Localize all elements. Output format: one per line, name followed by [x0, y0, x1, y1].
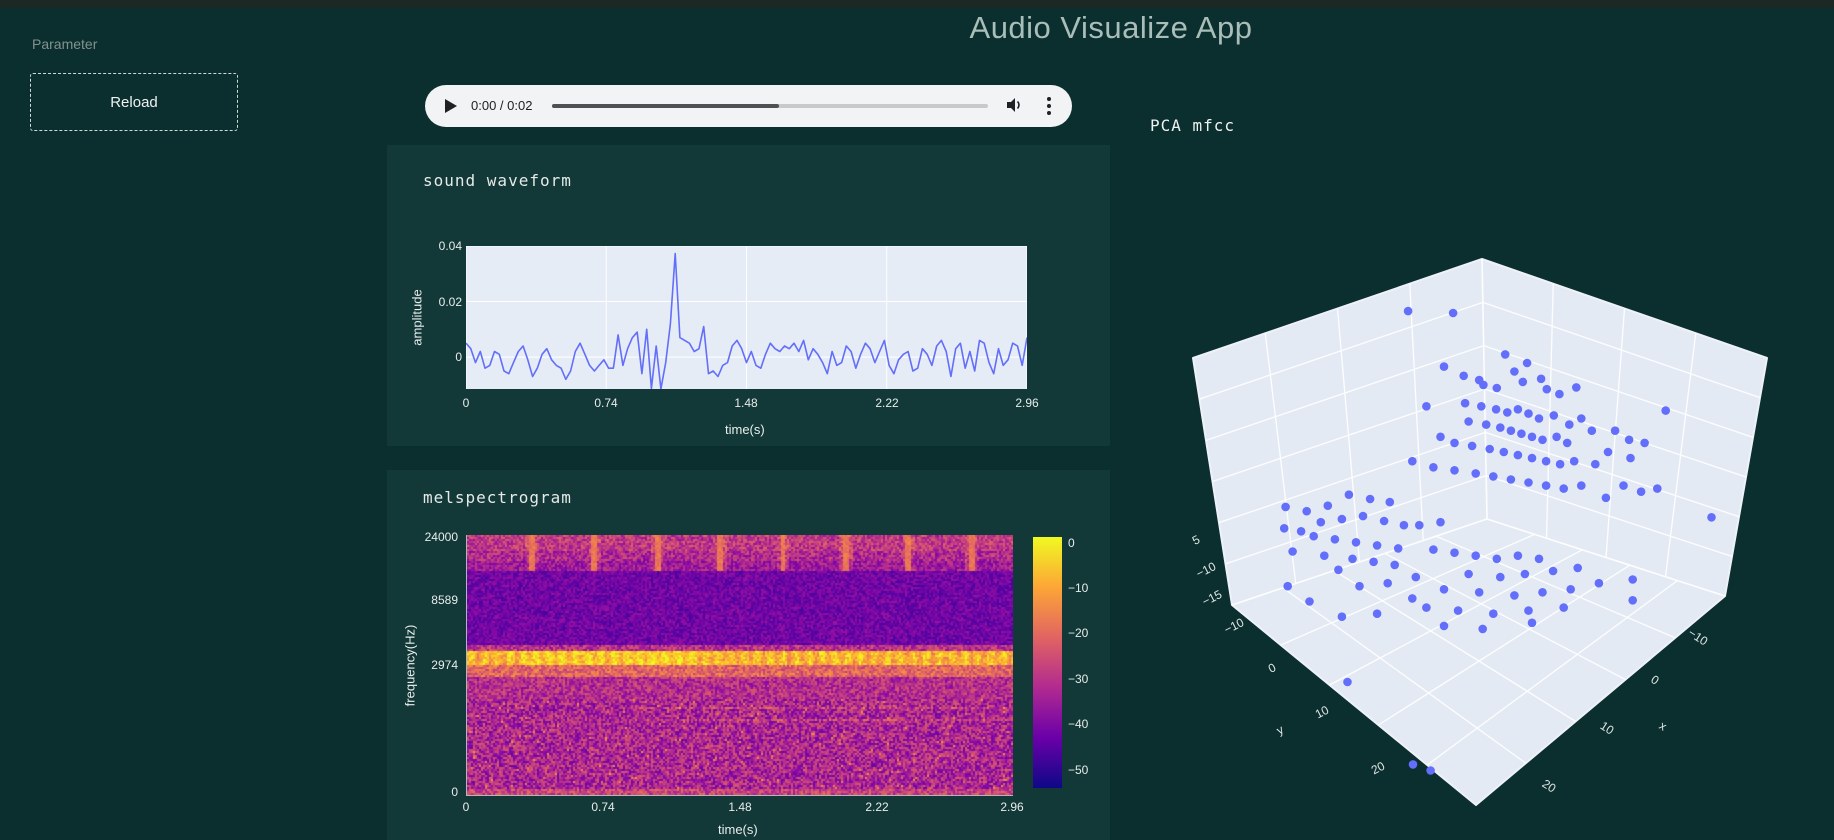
waveform-xtick: 1.48	[734, 396, 758, 410]
page-title: Audio Visualize App	[969, 10, 1253, 45]
mel-ytick: 24000	[424, 530, 458, 544]
waveform-chart	[465, 245, 1028, 390]
waveform-xtick: 2.96	[1015, 396, 1039, 410]
mel-colorbar-tick: −50	[1068, 763, 1089, 777]
waveform-title: sound waveform	[423, 171, 572, 190]
mel-colorbar-tick: −40	[1068, 717, 1089, 731]
mel-xtick: 2.96	[1000, 800, 1024, 814]
mel-xtick: 1.48	[728, 800, 752, 814]
melspectrogram-card: melspectrogram frequency(Hz) 24000 8589 …	[387, 470, 1110, 840]
mel-xtick: 2.22	[865, 800, 889, 814]
mel-colorbar-tick: −30	[1068, 672, 1089, 686]
waveform-plot[interactable]	[465, 245, 1028, 390]
top-strip	[0, 0, 1834, 8]
waveform-xtick: 0.74	[594, 396, 618, 410]
volume-button[interactable]	[1001, 92, 1029, 120]
mel-ytick: 2974	[431, 658, 458, 672]
play-button[interactable]	[437, 93, 463, 119]
vertical-ellipsis-icon	[1035, 92, 1063, 120]
melspectrogram-title: melspectrogram	[423, 488, 572, 507]
waveform-xtick: 2.22	[875, 396, 899, 410]
mel-ytick: 0	[451, 785, 458, 799]
seek-bar[interactable]	[552, 104, 988, 108]
mel-xtick: 0	[462, 800, 470, 814]
seek-bar-buffered	[552, 104, 779, 108]
waveform-gridlines	[465, 245, 1028, 389]
audio-player[interactable]: 0:00 / 0:02	[425, 85, 1072, 127]
mel-xtick: 0.74	[591, 800, 615, 814]
waveform-card: sound waveform amplitude 0.04 0.02 0 0 0…	[387, 145, 1110, 446]
waveform-xlabel: time(s)	[725, 422, 765, 437]
pca-title: PCA mfcc	[1150, 116, 1236, 135]
mel-colorbar-tick: 0	[1068, 536, 1075, 550]
pca-3d-chart	[1192, 258, 1768, 806]
mel-xlabel: time(s)	[718, 822, 758, 837]
pca-points	[1279, 306, 1716, 775]
waveform-line	[465, 252, 1028, 390]
waveform-xtick: 0	[462, 396, 470, 410]
melspectrogram-heatmap[interactable]	[466, 535, 1013, 796]
waveform-ytick: 0.02	[438, 295, 462, 309]
pca-plot[interactable]: 5 −10 −15 −10 0 10 20 y −10 0 10 20 x	[1130, 230, 1834, 840]
reload-button[interactable]: Reload	[30, 73, 238, 131]
mel-colorbar-tick: −20	[1068, 626, 1089, 640]
play-icon	[445, 99, 457, 113]
waveform-ytick: 0	[455, 350, 462, 364]
mel-colorbar-tick: −10	[1068, 581, 1089, 595]
sidebar-heading: Parameter	[32, 36, 98, 52]
mel-ytick: 8589	[431, 593, 458, 607]
overflow-menu-button[interactable]	[1035, 92, 1063, 120]
speaker-icon	[1007, 97, 1020, 112]
mel-colorbar	[1033, 537, 1062, 788]
player-time: 0:00 / 0:02	[471, 98, 533, 113]
waveform-ytick: 0.04	[438, 239, 462, 253]
